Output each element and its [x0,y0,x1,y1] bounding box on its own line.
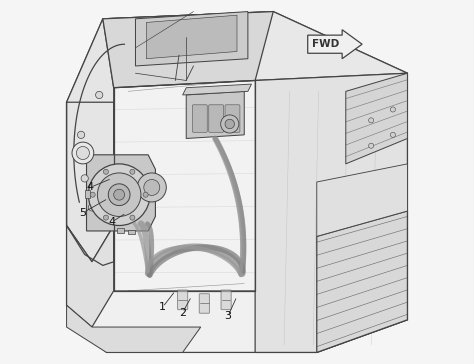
Circle shape [103,215,109,220]
Circle shape [97,173,141,217]
Circle shape [90,192,95,197]
Circle shape [88,204,96,211]
Text: 2: 2 [179,308,186,317]
Polygon shape [66,305,201,352]
FancyBboxPatch shape [221,290,231,310]
Circle shape [88,164,150,226]
Circle shape [221,115,239,133]
FancyBboxPatch shape [225,105,240,132]
Text: 4: 4 [87,182,94,193]
Polygon shape [66,12,408,352]
Text: 3: 3 [224,311,231,321]
Circle shape [108,184,130,206]
Polygon shape [66,226,114,327]
Circle shape [77,131,85,138]
Polygon shape [103,12,273,88]
Polygon shape [186,91,244,138]
FancyBboxPatch shape [85,190,90,198]
Circle shape [391,132,395,137]
Polygon shape [317,164,408,236]
Text: 4: 4 [109,217,116,227]
Polygon shape [346,73,408,164]
Circle shape [81,175,88,182]
Circle shape [72,142,94,164]
Text: FWD: FWD [312,39,339,49]
Circle shape [103,169,109,174]
Polygon shape [136,12,248,66]
Circle shape [76,146,90,159]
FancyBboxPatch shape [209,105,224,132]
Polygon shape [317,211,408,352]
Circle shape [114,189,125,200]
Circle shape [96,91,103,99]
Circle shape [369,118,374,123]
Polygon shape [114,80,255,291]
Circle shape [369,143,374,148]
Polygon shape [66,19,114,262]
Polygon shape [308,30,362,59]
Polygon shape [255,73,408,352]
Circle shape [225,119,235,129]
Text: 1: 1 [159,302,166,312]
FancyBboxPatch shape [178,290,188,310]
Polygon shape [103,12,408,88]
FancyBboxPatch shape [118,229,124,233]
Polygon shape [87,155,155,231]
Polygon shape [182,84,252,95]
Circle shape [143,192,148,197]
Circle shape [137,173,166,202]
Circle shape [130,215,135,220]
Polygon shape [146,15,237,59]
FancyBboxPatch shape [128,230,135,234]
FancyBboxPatch shape [192,105,207,132]
Circle shape [144,179,160,195]
Text: 5: 5 [79,208,86,218]
Circle shape [130,169,135,174]
Circle shape [391,107,395,112]
FancyBboxPatch shape [199,294,210,313]
